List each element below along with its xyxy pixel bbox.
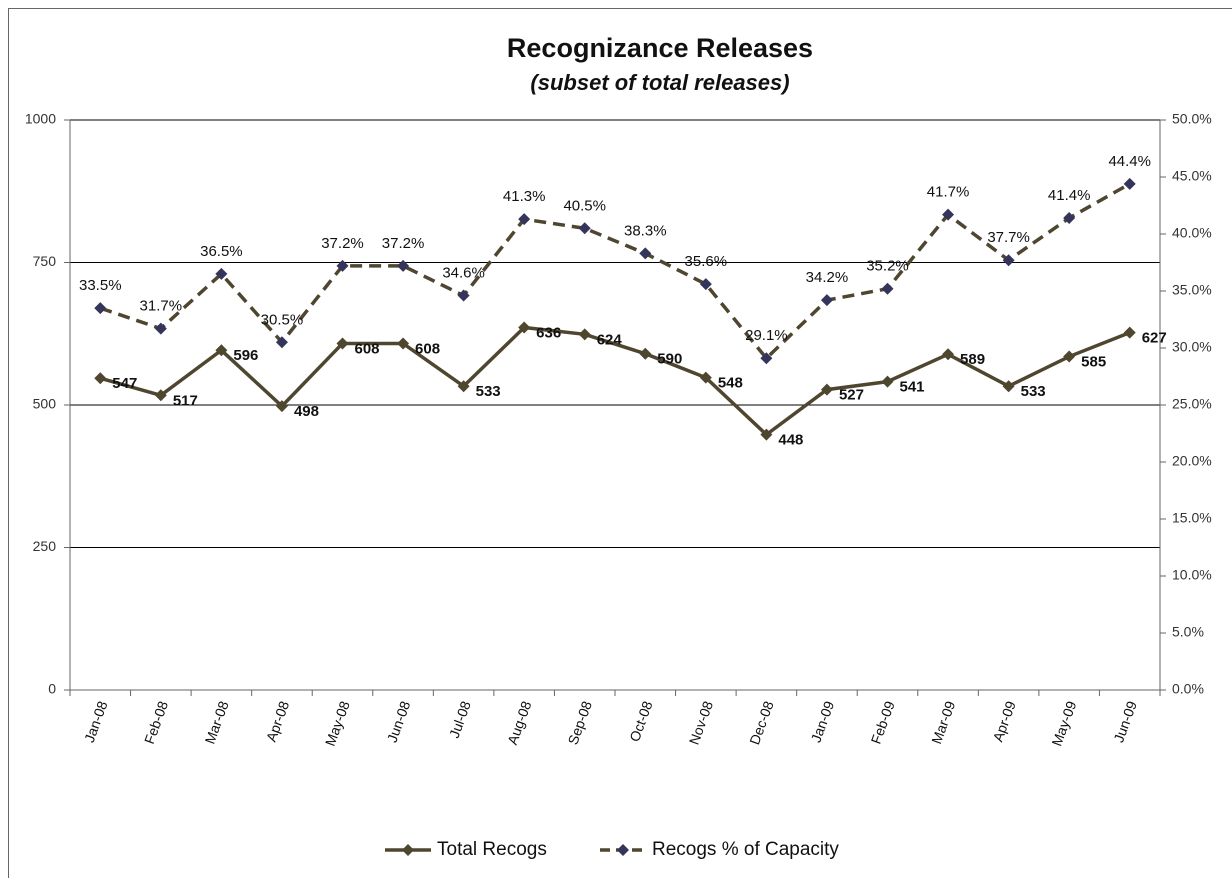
chart-border [8,8,1232,878]
marker [215,344,228,357]
y-tick-label: 500 [33,396,57,412]
series-line [99,182,1131,361]
data-label: 533 [1021,383,1046,400]
data-label: 517 [173,392,198,409]
marker [94,302,107,315]
data-label: 41.4% [1048,187,1091,204]
marker [942,348,955,361]
marker [397,337,410,350]
marker [1063,350,1076,363]
data-label: 41.7% [927,184,970,201]
marker [699,278,712,291]
y2-tick-label: 10.0% [1172,567,1212,583]
y-tick-label: 1000 [25,111,56,127]
marker [639,347,652,360]
marker [820,294,833,307]
data-label: 541 [900,379,925,396]
marker [1063,212,1076,225]
marker [1002,254,1015,267]
data-label: 44.4% [1108,153,1151,170]
chart-subtitle: (subset of total releases) [530,70,789,95]
data-label: 34.6% [442,265,485,282]
data-label: 37.2% [321,235,364,252]
data-label: 608 [415,340,440,357]
marker [457,289,470,302]
data-label: 30.5% [261,311,304,328]
y2-tick-label: 45.0% [1172,168,1212,184]
data-label: 527 [839,387,864,404]
data-label: 35.2% [866,258,909,275]
legend-label: Recogs % of Capacity [652,839,839,860]
marker [639,247,652,260]
y2-tick-label: 15.0% [1172,510,1212,526]
y-tick-label: 0 [48,681,56,697]
marker [94,372,107,385]
data-label: 34.2% [806,269,849,286]
data-label: 608 [355,340,380,357]
y-tick-label: 750 [33,253,57,269]
marker [275,400,288,413]
y2-tick-label: 20.0% [1172,453,1212,469]
data-label: 596 [233,347,258,364]
y2-tick-label: 50.0% [1172,111,1212,127]
marker [820,383,833,396]
data-label: 636 [536,324,561,341]
data-label: 589 [960,351,985,368]
series-line [99,325,1131,437]
marker [457,380,470,393]
marker [275,336,288,349]
marker [397,259,410,272]
data-label: 590 [657,351,682,368]
y2-tick-label: 40.0% [1172,225,1212,241]
y2-tick-label: 0.0% [1172,681,1204,697]
data-label: 29.1% [745,327,788,344]
marker [336,337,349,350]
data-label: 38.3% [624,222,667,239]
chart-title: Recognizance Releases [507,33,813,63]
marker [154,322,167,335]
marker [518,321,531,334]
data-label: 40.5% [563,197,606,214]
data-label: 37.2% [382,235,425,252]
marker [578,328,591,341]
marker [336,259,349,272]
data-label: 548 [718,375,743,392]
marker [1123,326,1136,339]
data-label: 36.5% [200,243,243,260]
marker [881,282,894,295]
marker [1123,177,1136,190]
marker [942,208,955,221]
y2-tick-label: 30.0% [1172,339,1212,355]
data-label: 624 [597,331,623,348]
y2-tick-label: 25.0% [1172,396,1212,412]
marker [518,213,531,226]
data-label: 41.3% [503,188,546,205]
marker [881,375,894,388]
legend-marker [617,844,629,856]
data-label: 37.7% [987,229,1030,246]
legend-marker [402,844,414,856]
legend-label: Total Recogs [437,839,547,860]
y2-tick-label: 35.0% [1172,282,1212,298]
marker [760,428,773,441]
marker [215,267,228,280]
data-label: 448 [778,432,803,449]
y2-tick-label: 5.0% [1172,624,1204,640]
y-tick-label: 250 [33,538,57,554]
marker [154,389,167,402]
data-label: 31.7% [140,298,183,315]
marker [699,371,712,384]
data-label: 547 [112,375,137,392]
data-label: 35.6% [685,253,728,270]
data-label: 585 [1081,354,1106,371]
data-label: 533 [476,383,501,400]
data-label: 627 [1142,330,1167,347]
data-label: 33.5% [79,277,122,294]
marker [578,222,591,235]
marker [1002,380,1015,393]
data-label: 498 [294,403,319,420]
marker [760,352,773,365]
